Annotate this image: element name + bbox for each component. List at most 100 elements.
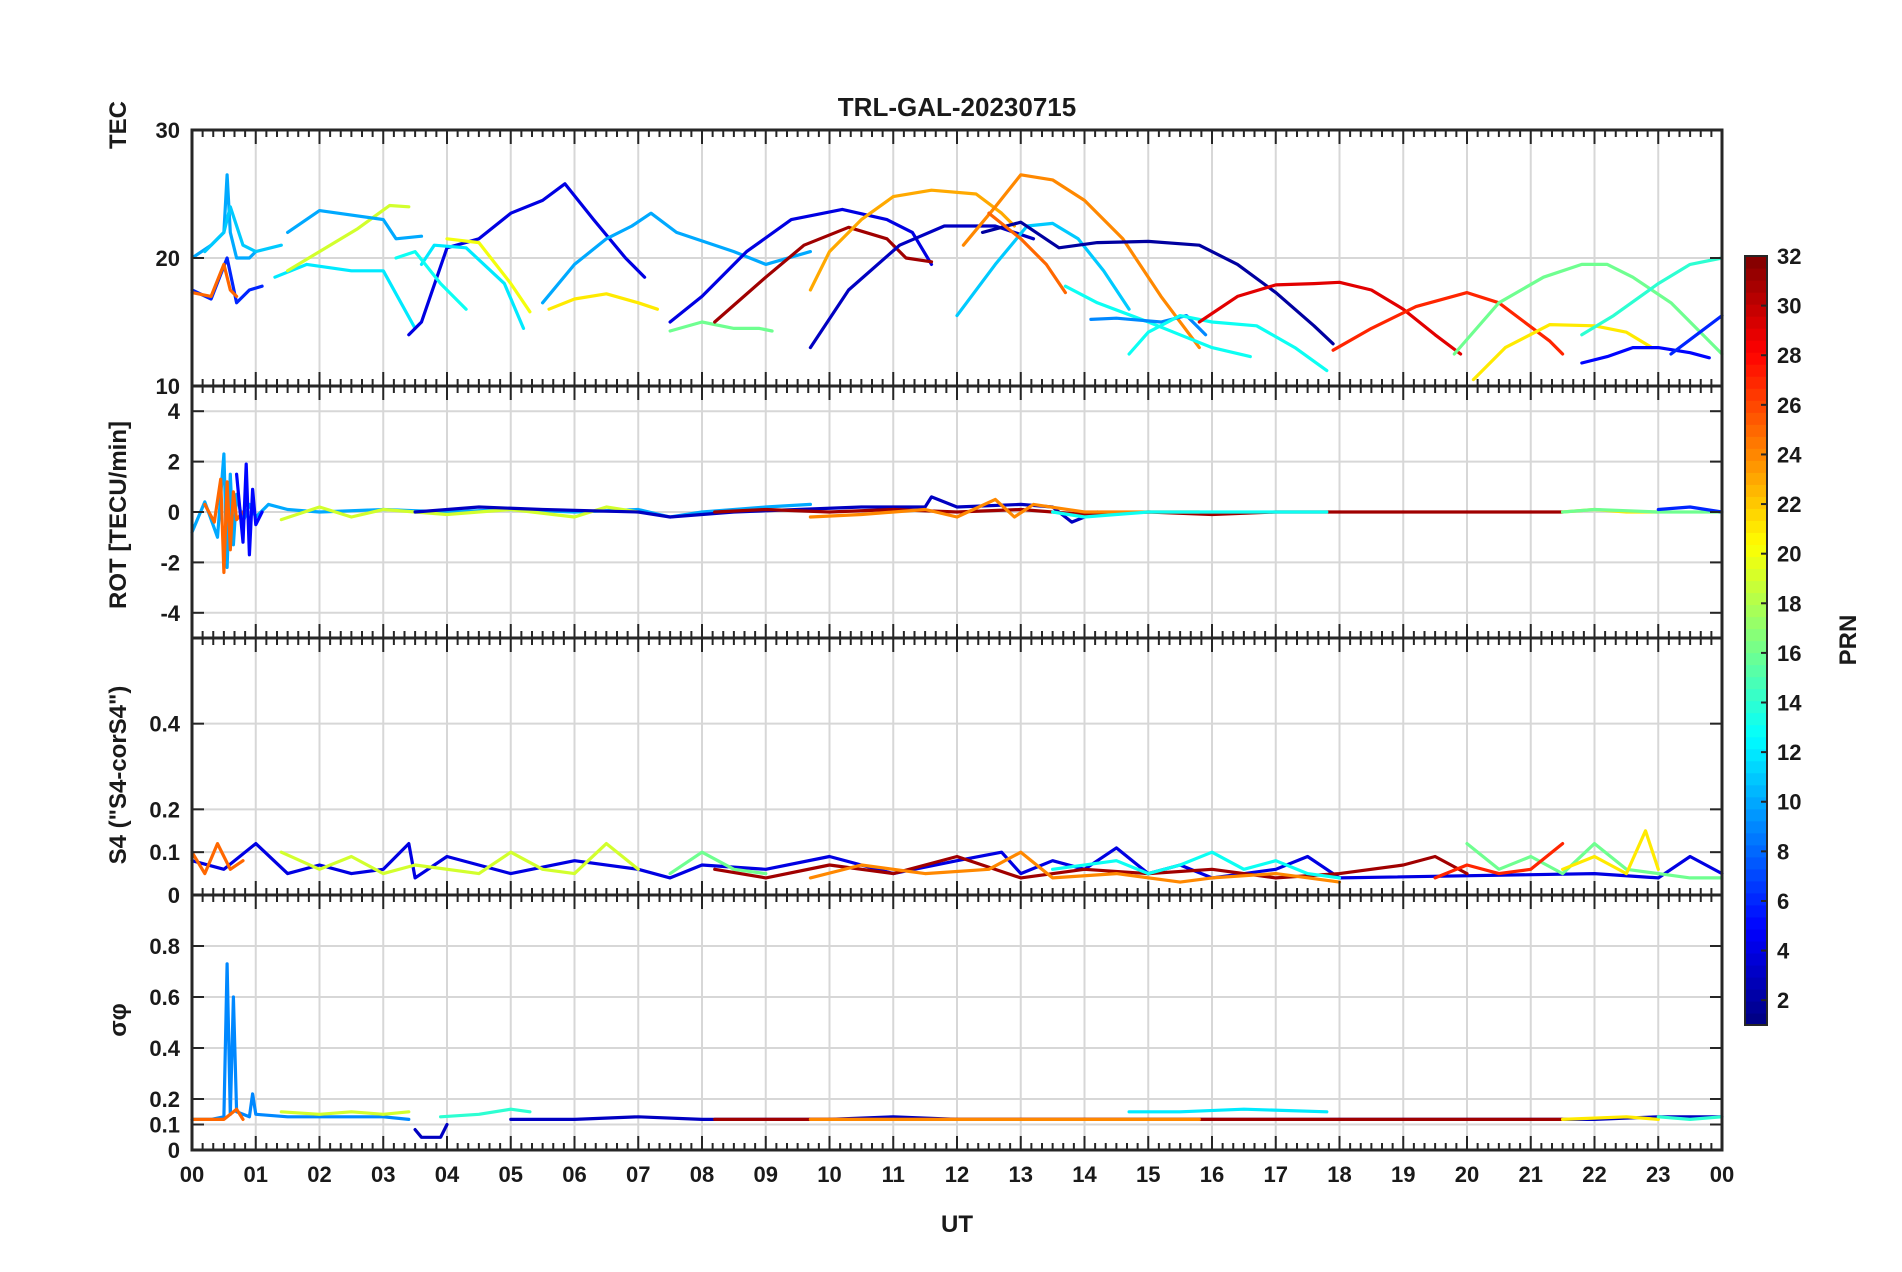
x-tick-label: 11 (882, 1162, 905, 1187)
colorbar-swatch (1745, 388, 1767, 401)
colorbar-swatch (1745, 964, 1767, 978)
series-tec-prn29-25 (1197, 280, 1463, 356)
colorbar-swatch (1745, 400, 1767, 413)
colorbar-swatch (1745, 784, 1767, 798)
colorbar-swatch (1745, 880, 1767, 894)
y-tick-label: 2 (168, 450, 180, 475)
colorbar-swatch (1745, 1012, 1767, 1026)
colorbar-swatch (1745, 484, 1767, 497)
colorbar-tick-label: 4 (1777, 939, 1790, 964)
x-tick-label: 03 (371, 1162, 395, 1187)
colorbar-swatch (1745, 544, 1767, 557)
colorbar-swatch (1745, 520, 1767, 533)
colorbar-swatch (1745, 760, 1767, 774)
x-tick-label: 15 (1136, 1162, 1160, 1187)
colorbar-swatch (1745, 628, 1767, 642)
series-tec-prn23-16 (808, 188, 1017, 292)
series-tec-prn4-13 (668, 207, 934, 324)
series-tec-prn6-1 (190, 256, 264, 305)
colorbar-swatch (1745, 748, 1767, 762)
colorbar-frame (1744, 255, 1768, 1026)
y-tick-label: 0.1 (149, 1113, 180, 1138)
colorbar-swatch (1745, 568, 1767, 582)
colorbar-swatch (1745, 256, 1767, 269)
series-tec-prn10-12 (540, 211, 813, 305)
colorbar-swatch (1745, 616, 1767, 630)
series-tec-prn24-18 (961, 173, 1201, 350)
series-tec-prn9-23 (1089, 314, 1208, 337)
colorbar-swatch (1745, 412, 1767, 425)
colorbar-swatch (1745, 304, 1767, 317)
y-tick-label: 4 (168, 399, 181, 424)
y-axis-label-tec: TEC (105, 101, 132, 149)
colorbar-swatch (1745, 820, 1767, 834)
x-tick-label: 01 (244, 1162, 268, 1187)
series-tec-prn14-29 (1580, 256, 1724, 337)
colorbar-swatch (1745, 688, 1767, 702)
series-sigma-prn14-4 (439, 1107, 532, 1119)
colorbar-swatch (1745, 844, 1767, 858)
series-rot-prn24-6 (808, 497, 1201, 519)
x-tick-label: 21 (1519, 1162, 1543, 1187)
colorbar-tick-label: 2 (1777, 988, 1789, 1013)
colorbar-swatch (1745, 280, 1767, 293)
series-tec-prn6-31 (1669, 314, 1724, 356)
series-tec-prn11-3 (203, 205, 283, 254)
series-tec-prn25-21 (987, 211, 1068, 295)
colorbar-swatch (1745, 988, 1767, 1002)
colorbar-tick-label: 22 (1777, 492, 1801, 517)
colorbar-tick-label: 32 (1777, 244, 1801, 269)
y-tick-label: 10 (156, 374, 180, 399)
series-s4-prn21-9 (1560, 829, 1660, 876)
y-tick-label: -2 (160, 550, 180, 575)
y-axis-label-s4: S4 ("S4-corS4") (105, 686, 132, 865)
colorbar-swatch (1745, 868, 1767, 882)
colorbar-swatch (1745, 316, 1767, 329)
colorbar-swatch (1745, 424, 1767, 437)
colorbar-swatch (1745, 1000, 1767, 1014)
series-tec-prn25-2 (190, 262, 239, 298)
y-tick-label: 0.8 (149, 934, 180, 959)
x-tick-label: 14 (1072, 1162, 1097, 1187)
colorbar-tick-label: 6 (1777, 889, 1789, 914)
y-tick-label: 0 (168, 1138, 180, 1163)
colorbar-swatch (1745, 664, 1767, 678)
series-sigma-prn3-3 (413, 1122, 449, 1139)
y-tick-label: 0.2 (149, 1087, 180, 1112)
colorbar-tick-label: 8 (1777, 839, 1789, 864)
x-tick-label: 13 (1009, 1162, 1033, 1187)
colorbar-swatch (1745, 472, 1767, 485)
x-tick-label: 06 (562, 1162, 586, 1187)
x-tick-label: 19 (1391, 1162, 1415, 1187)
colorbar-swatch (1745, 724, 1767, 738)
series-tec-prn12-4 (273, 262, 417, 330)
colorbar-swatch (1745, 340, 1767, 353)
colorbar-swatch (1745, 796, 1767, 810)
series-tec-prn13-22 (1063, 284, 1252, 359)
colorbar-swatch (1745, 436, 1767, 449)
colorbar-swatch (1745, 676, 1767, 690)
x-tick-label: 00 (1710, 1162, 1734, 1187)
series-tec-prn13-24 (1127, 314, 1329, 373)
x-tick-label: 07 (626, 1162, 650, 1187)
colorbar-tick-label: 28 (1777, 343, 1801, 368)
colorbar-swatch (1745, 352, 1767, 365)
series-sigma-prn9-0 (190, 962, 411, 1122)
x-tick-label: 05 (499, 1162, 523, 1187)
series-tec-prn11-19 (955, 221, 1131, 318)
series-rot-prn13-7 (1050, 510, 1329, 519)
colorbar-tick-label: 24 (1777, 442, 1802, 467)
colorbar-swatch (1745, 556, 1767, 570)
y-tick-label: 30 (156, 118, 180, 143)
colorbar-tick-label: 30 (1777, 294, 1801, 319)
series-tec-prn2-20 (980, 220, 1335, 346)
series-rot-prn5-2 (235, 462, 264, 557)
y-tick-label: 0.6 (149, 985, 180, 1010)
x-tick-label: 04 (435, 1162, 460, 1187)
series-tec-prn20-9 (445, 237, 532, 314)
colorbar-swatch (1745, 892, 1767, 906)
colorbar-swatch (1745, 772, 1767, 786)
y-tick-label: 0 (168, 500, 180, 525)
